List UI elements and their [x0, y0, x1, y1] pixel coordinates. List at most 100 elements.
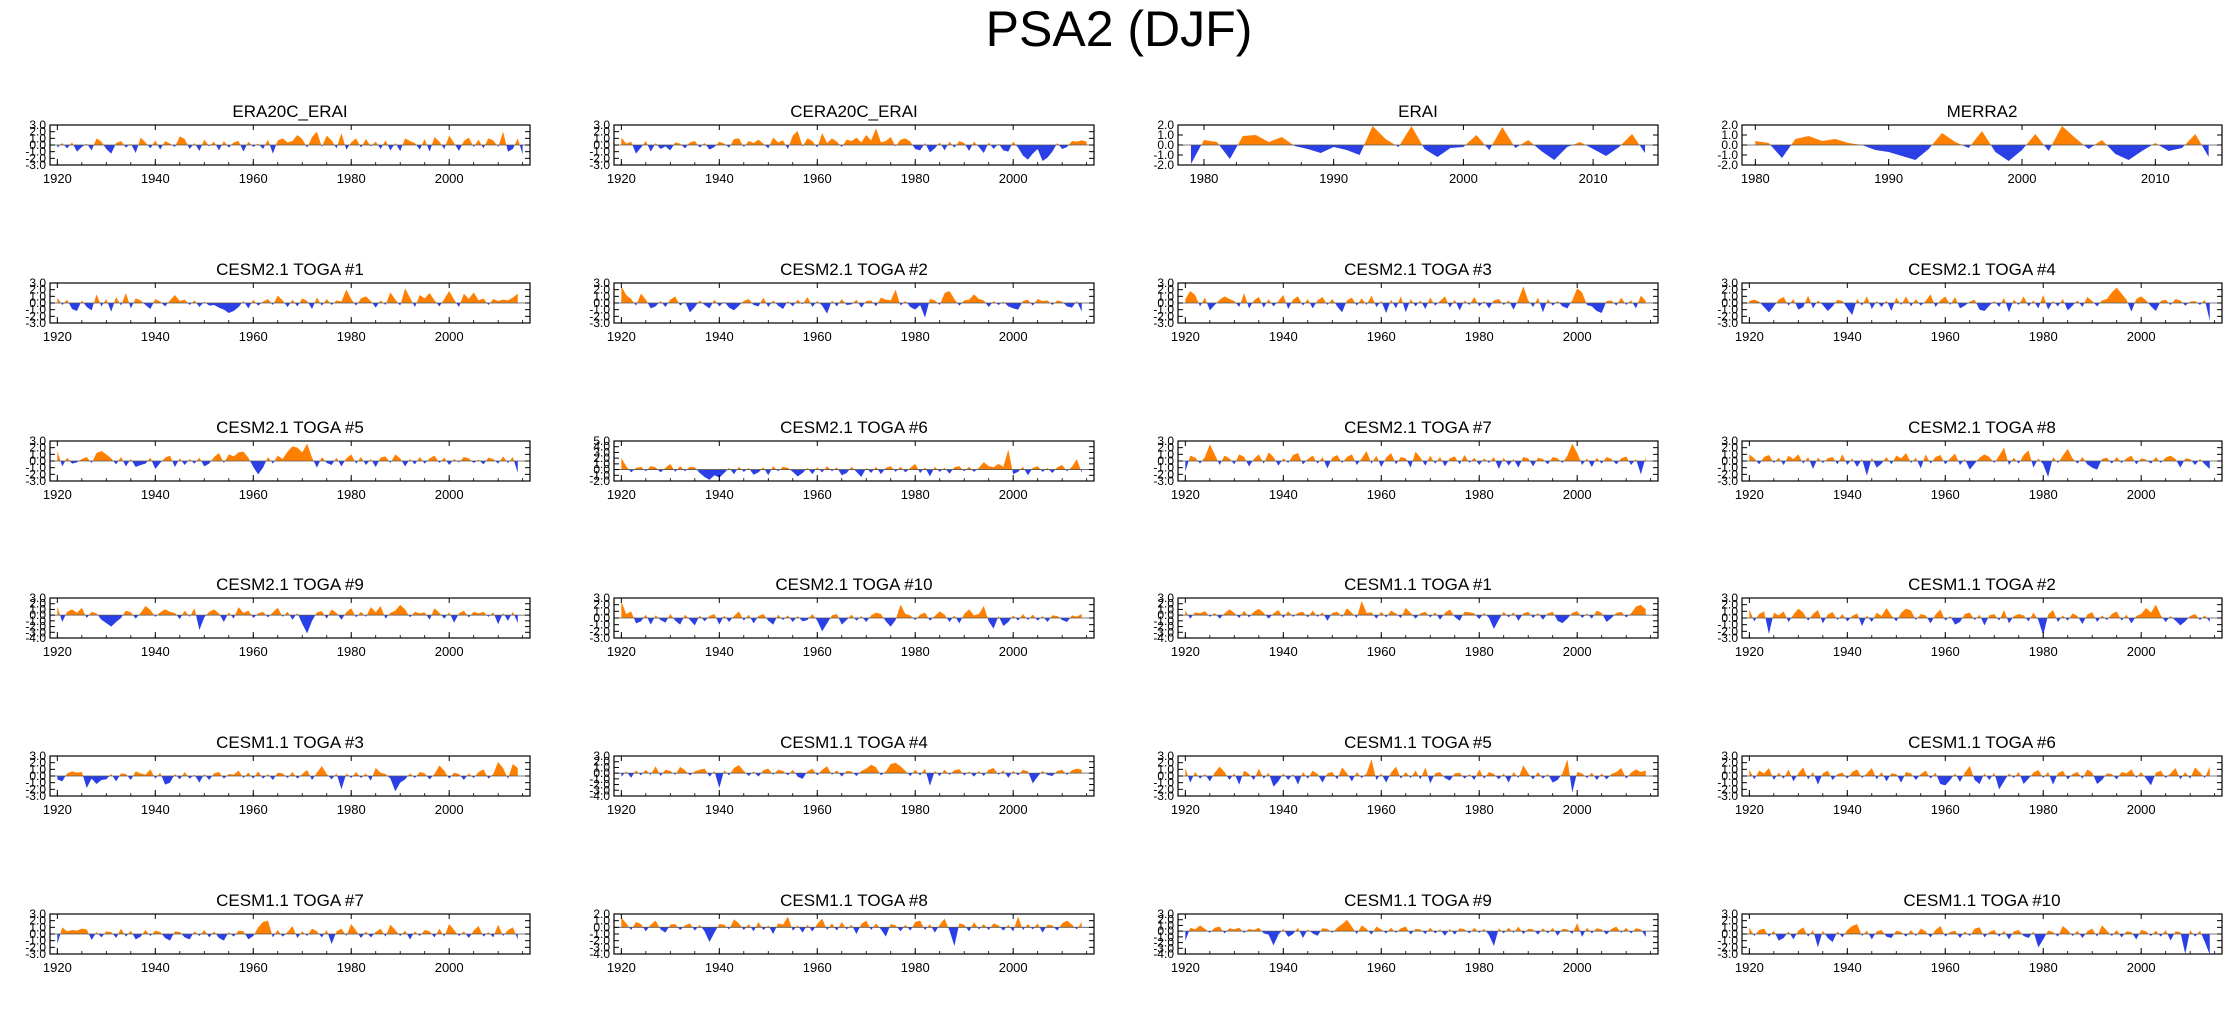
y-tick-label: 3.0	[1157, 591, 1174, 605]
negative-anomaly-area	[148, 934, 153, 936]
positive-anomaly-area	[436, 928, 443, 934]
y-tick-label: 2.0	[1721, 598, 1738, 612]
positive-anomaly-area	[408, 459, 412, 461]
positive-anomaly-area	[1570, 288, 1587, 303]
negative-anomaly-area	[1284, 931, 1296, 937]
negative-anomaly-area	[725, 303, 742, 311]
negative-anomaly-area	[834, 303, 840, 307]
negative-anomaly-area	[1261, 303, 1267, 308]
y-tick-label: -3.0	[1717, 316, 1738, 330]
negative-anomaly-area	[151, 461, 163, 469]
x-tick-label: 2000	[2127, 487, 2156, 502]
negative-anomaly-area	[2064, 303, 2076, 311]
negative-anomaly-area	[337, 776, 346, 790]
negative-anomaly-area	[387, 776, 408, 792]
y-tick-label: 3.0	[1157, 276, 1174, 290]
y-tick-label: 0.0	[29, 296, 46, 310]
positive-anomaly-area	[1354, 772, 1361, 776]
negative-anomaly-area	[937, 303, 941, 305]
panel-15: CESM1.1 TOGA #1-4.0-3.0-2.0-1.00.01.02.0…	[1153, 575, 1659, 659]
panel-12: CESM2.1 TOGA #8-3.0-2.0-1.00.01.02.03.01…	[1717, 418, 2223, 502]
positive-anomaly-area	[789, 131, 803, 145]
negative-anomaly-area	[628, 469, 635, 473]
figure-title: PSA2 (DJF)	[985, 1, 1253, 57]
negative-anomaly-area	[1889, 461, 1894, 465]
positive-anomaly-area	[818, 133, 840, 145]
negative-anomaly-area	[1529, 461, 1537, 467]
positive-anomaly-area	[844, 770, 854, 774]
positive-anomaly-area	[1482, 301, 1486, 303]
negative-anomaly-area	[936, 773, 942, 776]
positive-anomaly-area	[1863, 930, 1869, 934]
negative-anomaly-area	[1495, 461, 1503, 469]
positive-anomaly-area	[956, 141, 966, 145]
positive-anomaly-area	[2012, 299, 2017, 303]
y-tick-label: 3.0	[1157, 434, 1174, 448]
negative-anomaly-area	[354, 303, 358, 306]
positive-anomaly-area	[686, 466, 697, 470]
negative-anomaly-area	[799, 618, 810, 622]
positive-anomaly-area	[1628, 300, 1633, 303]
positive-anomaly-area	[1884, 300, 1888, 303]
positive-anomaly-area	[1863, 296, 1870, 303]
positive-anomaly-area	[129, 459, 133, 461]
positive-anomaly-area	[869, 612, 884, 618]
positive-anomaly-area	[815, 301, 820, 303]
negative-anomaly-area	[188, 615, 191, 617]
negative-anomaly-area	[187, 303, 192, 305]
positive-anomaly-area	[1621, 134, 1640, 145]
y-tick-label: 0.0	[1157, 608, 1174, 622]
y-tick-label: -4.0	[589, 789, 610, 803]
positive-anomaly-area	[838, 922, 846, 928]
positive-anomaly-area	[1476, 769, 1483, 776]
x-tick-label: 2000	[435, 802, 464, 817]
negative-anomaly-area	[1378, 461, 1385, 467]
negative-anomaly-area	[60, 303, 65, 305]
positive-anomaly-area	[1397, 926, 1409, 932]
negative-anomaly-area	[427, 145, 432, 152]
positive-anomaly-area	[1749, 609, 1753, 618]
negative-anomaly-area	[2109, 461, 2114, 464]
positive-anomaly-area	[1211, 926, 1223, 932]
plot-frame	[1177, 913, 1659, 955]
negative-anomaly-area	[1188, 615, 1193, 619]
negative-anomaly-area	[349, 776, 353, 778]
negative-anomaly-area	[161, 303, 168, 307]
positive-anomaly-area	[1988, 614, 1998, 618]
negative-anomaly-area	[2201, 934, 2210, 955]
negative-anomaly-area	[358, 934, 364, 938]
positive-anomaly-area	[445, 135, 456, 145]
negative-anomaly-area	[701, 927, 718, 942]
negative-anomaly-area	[692, 927, 698, 931]
negative-anomaly-area	[1973, 618, 1977, 620]
positive-anomaly-area	[1333, 919, 1355, 932]
positive-anomaly-area	[746, 467, 750, 470]
negative-anomaly-area	[119, 303, 123, 306]
x-tick-label: 1920	[1735, 960, 1764, 975]
positive-anomaly-area	[727, 467, 731, 470]
negative-anomaly-area	[1809, 461, 1817, 469]
x-tick-label: 1980	[1465, 487, 1494, 502]
negative-anomaly-area	[726, 773, 731, 776]
negative-anomaly-area	[1039, 927, 1046, 933]
negative-anomaly-area	[363, 461, 370, 465]
negative-anomaly-area	[495, 461, 500, 464]
positive-anomaly-area	[190, 608, 197, 616]
positive-anomaly-area	[1309, 770, 1319, 776]
positive-anomaly-area	[849, 466, 855, 470]
negative-anomaly-area	[519, 145, 523, 155]
y-tick-label: 2.0	[1721, 283, 1738, 297]
negative-anomaly-area	[853, 773, 860, 776]
negative-anomaly-area	[442, 934, 446, 937]
positive-anomaly-area	[344, 454, 355, 461]
x-tick-label: 1920	[43, 802, 72, 817]
x-tick-label: 1920	[1735, 487, 1764, 502]
positive-anomaly-area	[388, 604, 409, 616]
positive-anomaly-area	[118, 457, 124, 461]
positive-anomaly-area	[1839, 454, 1846, 461]
negative-anomaly-area	[490, 934, 495, 938]
negative-anomaly-area	[701, 618, 708, 622]
negative-anomaly-area	[2036, 618, 2048, 636]
positive-anomaly-area	[1492, 127, 1514, 145]
negative-anomaly-area	[1309, 303, 1316, 309]
